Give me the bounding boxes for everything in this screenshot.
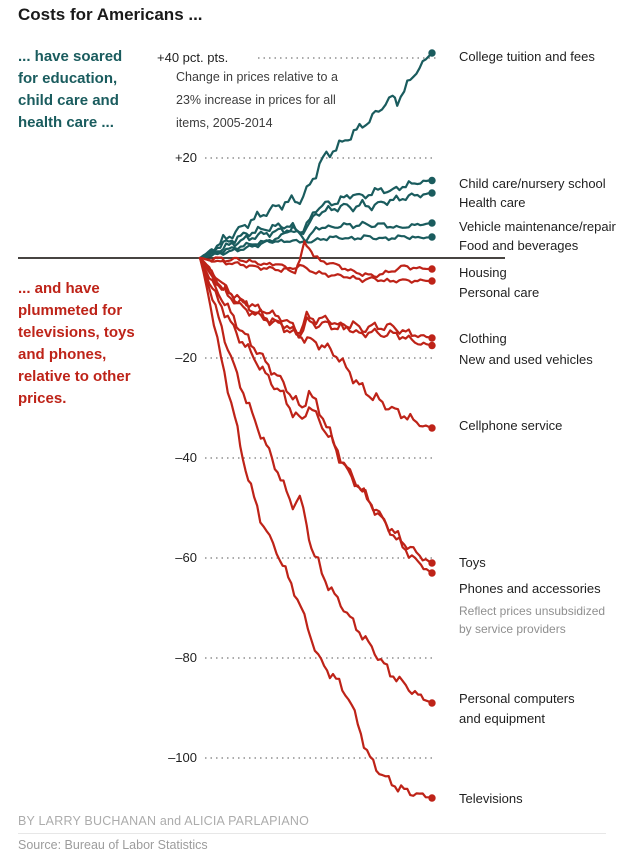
series-dot-cellphone-service: [428, 424, 436, 432]
annotation-increase: ... have soared for education, child car…: [18, 48, 123, 131]
series-label-clothing: Clothing: [459, 331, 507, 346]
series-dot-clothing: [428, 334, 436, 342]
series-line-new-used-vehicles: [198, 256, 434, 347]
series-label-cellphone-service: Cellphone service: [459, 418, 563, 433]
series-dot-child-care: [428, 176, 436, 185]
series-line-child-care: [198, 179, 434, 260]
y-axis-label: –80: [175, 650, 197, 665]
series-line-college-tuition: [198, 51, 434, 260]
series-label-personal-computers: Personal computers and equipment: [459, 691, 575, 726]
series-label-personal-care: Personal care: [459, 285, 540, 300]
series-dot-college-tuition: [428, 49, 436, 57]
y-axis-label: –100: [168, 750, 197, 765]
y-axis-label: +40 pct. pts.: [157, 50, 229, 65]
series-label-college-tuition: College tuition and fees: [459, 49, 595, 64]
series-line-televisions: [198, 256, 434, 800]
source-line: Source: Bureau of Labor Statistics: [18, 838, 208, 852]
series-label-note-phones-accessories: Reflect prices unsubsidized by service pr…: [459, 604, 606, 636]
series-dot-phones-accessories: [428, 569, 436, 577]
series-line-food-beverages: [198, 229, 434, 260]
series-label-toys: Toys: [459, 555, 486, 570]
series-label-health-care: Health care: [459, 195, 526, 210]
series-line-personal-care: [198, 256, 434, 284]
series-dot-personal-care: [428, 277, 436, 285]
series-line-housing: [198, 240, 434, 279]
series-label-food-beverages: Food and beverages: [459, 238, 579, 253]
series-dot-personal-computers: [428, 699, 436, 707]
annotation-decrease: ... and have plummeted for televisions, …: [18, 280, 135, 407]
y-axis-label: –40: [175, 450, 197, 465]
series-dot-health-care: [428, 189, 436, 197]
page-title: Costs for Americans ...: [18, 5, 203, 24]
series-dot-food-beverages: [428, 233, 436, 241]
series-label-child-care: Child care/nursery school: [459, 175, 606, 191]
series-dot-new-used-vehicles: [428, 341, 436, 350]
series-line-clothing: [198, 256, 434, 340]
series-label-vehicle-maintenance: Vehicle maintenance/repair: [459, 219, 616, 234]
series-label-televisions: Televisions: [459, 791, 523, 806]
series-dot-televisions: [428, 794, 436, 802]
series-line-cellphone-service: [198, 256, 434, 430]
y-axis-label: –60: [175, 550, 197, 565]
y-axis-label: +20: [174, 150, 197, 165]
series-dot-housing: [428, 265, 436, 273]
byline: BY LARRY BUCHANAN and ALICIA PARLAPIANO: [18, 814, 310, 828]
series-line-phones-accessories: [198, 256, 434, 575]
series-line-vehicle-maintenance: [198, 220, 434, 260]
footer-divider: [18, 833, 606, 834]
series-label-phones-accessories: Phones and accessories Reflect prices uns…: [459, 579, 621, 638]
series-line-toys: [198, 256, 434, 565]
series-dot-vehicle-maintenance: [428, 219, 436, 227]
series-label-new-used-vehicles: New and used vehicles: [459, 351, 593, 367]
chart-note: Change in prices relative to a 23% incre…: [176, 70, 338, 130]
series-label-housing: Housing: [459, 265, 507, 280]
series-dot-toys: [428, 559, 436, 567]
series-line-health-care: [198, 191, 434, 260]
y-axis-label: –20: [175, 350, 197, 365]
series-line-personal-computers: [198, 256, 434, 705]
